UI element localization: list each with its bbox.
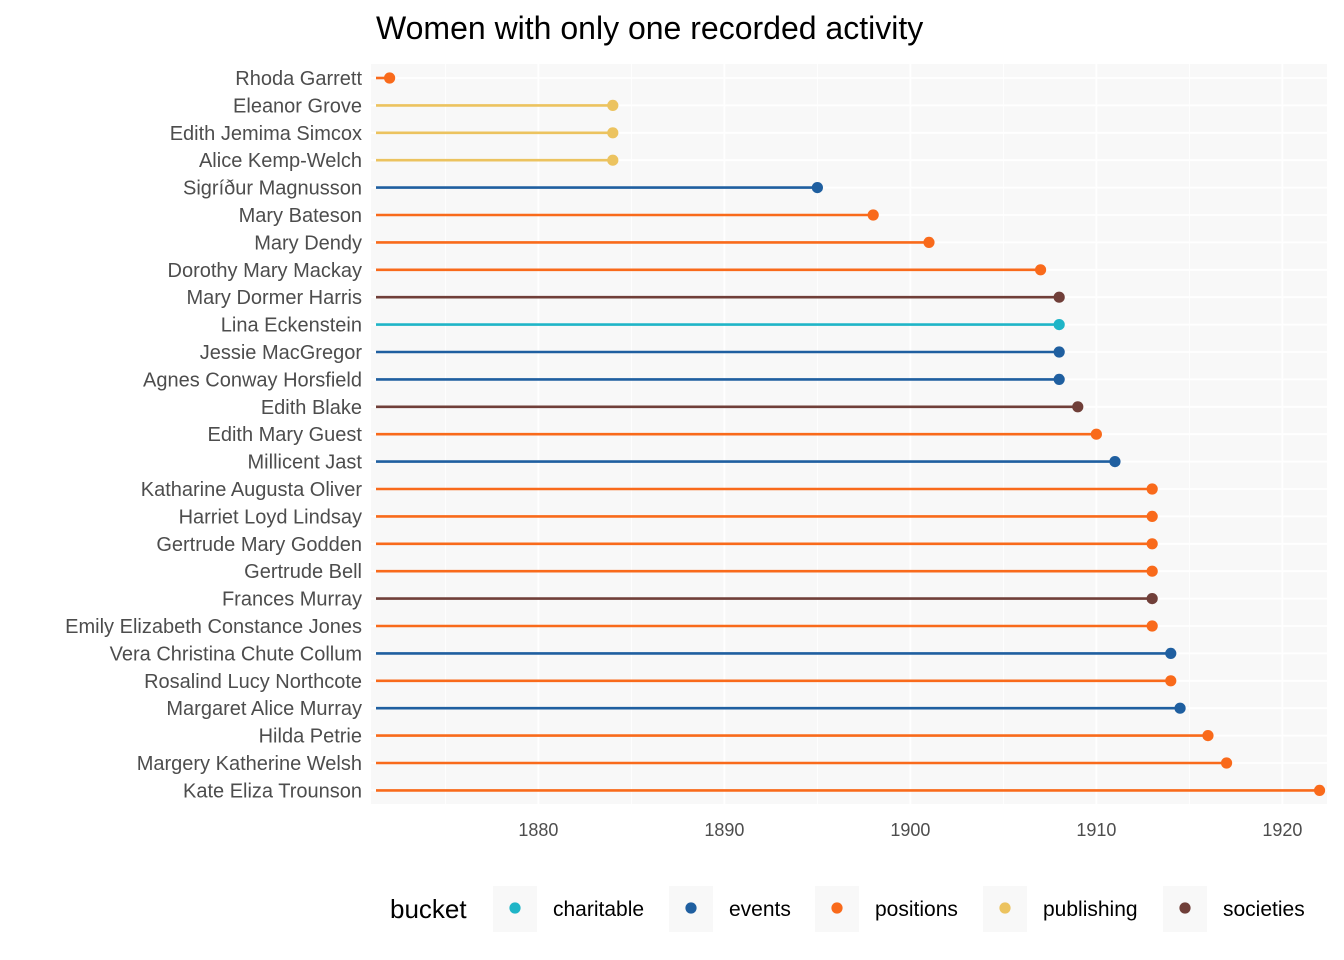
- name-labels: Rhoda Garrett Eleanor Grove Edith Jemima S…: [65, 68, 362, 802]
- lollipop-dot: [1165, 647, 1177, 660]
- x-tick-label: 1900: [890, 820, 930, 840]
- name-label: Rosalind Lucy Northcote: [144, 671, 362, 693]
- name-label: Gertrude Mary Godden: [156, 534, 362, 556]
- lollipop-dots: [383, 72, 1326, 797]
- x-axis-tick-labels: 1880 1890 1900 1910 1920: [518, 820, 1302, 840]
- name-label: Mary Dormer Harris: [186, 287, 362, 309]
- name-label: Kate Eliza Trounson: [183, 780, 362, 802]
- lollipop-dot: [1313, 784, 1326, 797]
- legend-item-positions: positions: [815, 886, 958, 932]
- lollipop-dot: [1072, 401, 1084, 413]
- legend-item-charitable: charitable: [493, 886, 644, 932]
- lollipop-dot: [607, 99, 619, 111]
- lollipop-dot: [1202, 730, 1214, 742]
- name-label: Edith Jemima Simcox: [170, 123, 362, 145]
- legend-swatch: [1179, 902, 1191, 914]
- legend-item-publishing: publishing: [983, 886, 1138, 932]
- lollipop-dot: [1146, 510, 1158, 522]
- lollipop-dot: [1146, 593, 1158, 605]
- lollipop-dot: [1053, 346, 1065, 358]
- name-label: Hilda Petrie: [259, 726, 362, 748]
- legend-item-events: events: [669, 886, 791, 932]
- legend-label: publishing: [1043, 898, 1138, 921]
- lollipop-dot: [1165, 675, 1177, 687]
- lollipop-dot: [923, 236, 935, 248]
- lollipop-dot: [1174, 702, 1186, 714]
- name-label: Eleanor Grove: [233, 95, 362, 117]
- chart-title: Women with only one recorded activity: [376, 10, 923, 46]
- name-label: Harriet Loyd Lindsay: [179, 506, 362, 528]
- lollipop-dot: [1146, 620, 1158, 632]
- legend-label: events: [729, 898, 791, 921]
- legend-title: bucket: [390, 894, 467, 924]
- name-label: Vera Christina Chute Collum: [110, 643, 362, 665]
- name-label: Rhoda Garrett: [235, 68, 362, 90]
- name-label: Frances Murray: [222, 589, 362, 611]
- x-tick-label: 1910: [1076, 820, 1116, 840]
- name-label: Edith Mary Guest: [207, 424, 362, 446]
- name-label: Mary Dendy: [254, 232, 362, 254]
- lollipop-dot: [1053, 373, 1065, 385]
- name-label: Katharine Augusta Oliver: [141, 479, 363, 501]
- x-tick-label: 1890: [704, 820, 744, 840]
- lollipop-dot: [1034, 264, 1047, 276]
- legend-swatch: [831, 902, 843, 914]
- name-label: Lina Eckenstein: [221, 315, 362, 337]
- lollipop-dot: [1146, 538, 1158, 550]
- lollipop-dot: [383, 72, 396, 84]
- lollipop-dot: [607, 154, 619, 166]
- name-label: Gertrude Bell: [244, 561, 362, 583]
- name-label: Margery Katherine Welsh: [137, 753, 362, 775]
- name-label: Sigríður Magnusson: [183, 178, 362, 200]
- legend-label: societies: [1223, 898, 1305, 921]
- x-tick-label: 1920: [1262, 820, 1302, 840]
- legend-item-societies: societies: [1163, 886, 1305, 932]
- legend-label: charitable: [553, 898, 644, 921]
- name-label: Mary Bateson: [239, 205, 362, 227]
- name-label: Margaret Alice Murray: [166, 698, 362, 720]
- name-label: Agnes Conway Horsfield: [143, 369, 362, 391]
- lollipop-dot: [607, 127, 619, 139]
- legend-label: positions: [875, 898, 958, 921]
- name-label: Millicent Jast: [248, 452, 363, 474]
- legend-swatch: [685, 902, 697, 914]
- name-label: Emily Elizabeth Constance Jones: [65, 616, 362, 638]
- legend: bucket charitable events positions publishi…: [390, 886, 1305, 932]
- name-label: Edith Blake: [261, 397, 362, 419]
- lollipop-dot: [1220, 757, 1233, 769]
- legend-swatch: [509, 902, 521, 914]
- name-label: Alice Kemp-Welch: [199, 150, 362, 172]
- name-label: Jessie MacGregor: [200, 342, 363, 364]
- legend-swatch: [999, 902, 1011, 914]
- lollipop-dot: [867, 209, 879, 221]
- x-tick-label: 1880: [518, 820, 558, 840]
- lollipop-dot: [1090, 428, 1102, 440]
- lollipop-dot: [1053, 319, 1065, 331]
- lollipop-dot: [1109, 456, 1121, 468]
- lollipop-dot: [811, 182, 823, 194]
- lollipop-dot: [1146, 565, 1158, 577]
- lollipop-stems: [376, 76, 1320, 792]
- lollipop-dot: [1053, 291, 1065, 303]
- name-label: Dorothy Mary Mackay: [168, 260, 363, 282]
- lollipop-dot: [1146, 483, 1158, 495]
